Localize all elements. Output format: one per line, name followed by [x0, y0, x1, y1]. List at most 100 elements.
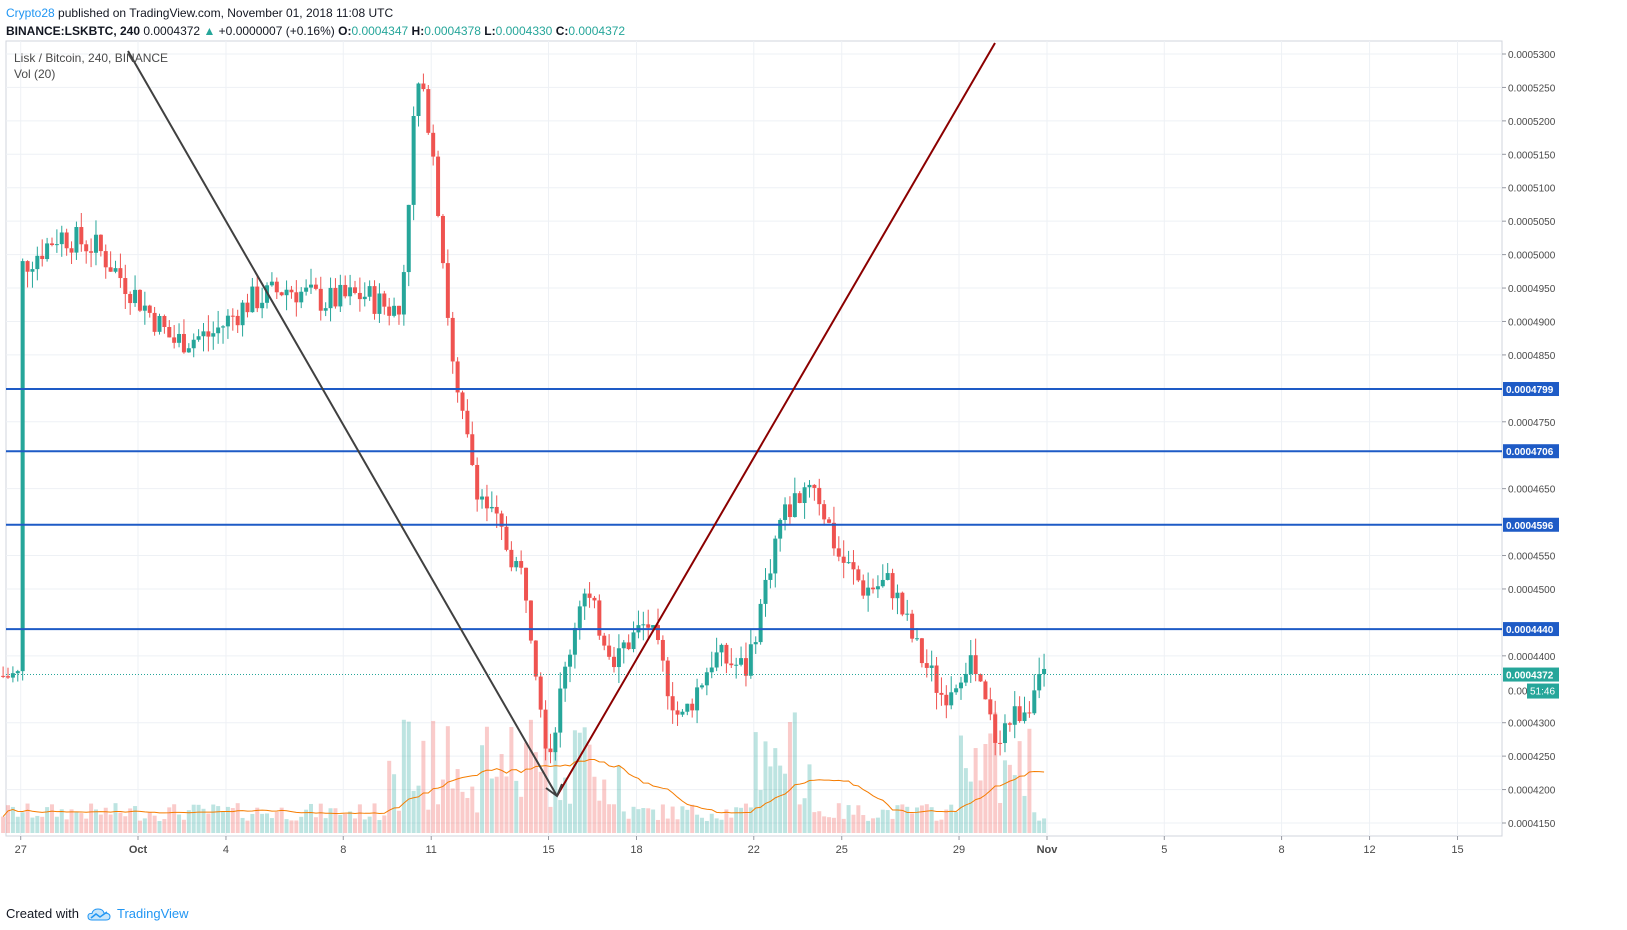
- candle: [401, 264, 406, 326]
- candle: [797, 491, 802, 504]
- candle: [939, 677, 944, 706]
- candle-body: [328, 287, 333, 309]
- volume-bar: [133, 806, 138, 833]
- price-tick-label: 0.0005200: [1508, 117, 1556, 128]
- price-tick-label: 0.0004750: [1508, 418, 1556, 429]
- volume-bar: [739, 807, 744, 833]
- candle: [431, 124, 436, 166]
- candle: [89, 238, 94, 268]
- candle: [528, 600, 533, 644]
- candle-body: [1012, 706, 1017, 725]
- candle-body: [455, 361, 460, 393]
- candle-body: [807, 484, 812, 488]
- candle-body: [582, 593, 587, 607]
- candle-body: [460, 392, 465, 411]
- author-link[interactable]: Crypto28: [6, 6, 55, 20]
- candle-body: [851, 562, 856, 570]
- candle-body: [20, 261, 25, 672]
- candle-body: [1, 675, 6, 677]
- candle-body: [871, 587, 876, 590]
- volume-bar: [230, 808, 235, 833]
- volume-bar: [269, 818, 274, 833]
- volume-bar: [274, 811, 279, 833]
- candle-body: [919, 638, 924, 664]
- uptrend-line[interactable]: [556, 42, 996, 797]
- volume-bar: [885, 810, 890, 833]
- close-label: C:: [555, 24, 569, 38]
- candle-body: [1022, 712, 1027, 722]
- candle: [284, 280, 289, 311]
- candle: [191, 333, 196, 358]
- candle-body: [113, 268, 118, 272]
- volume-bar: [89, 803, 94, 833]
- volume-bar: [499, 754, 504, 833]
- candle-body: [299, 291, 304, 303]
- candle: [743, 642, 748, 687]
- volume-bar: [822, 816, 827, 833]
- candle-body: [152, 312, 157, 332]
- candle-body: [313, 284, 318, 289]
- candle: [333, 278, 338, 309]
- candle-body: [660, 639, 665, 661]
- candle: [768, 559, 773, 589]
- candle: [739, 646, 744, 667]
- volume-bar: [861, 815, 866, 833]
- horizontal-levels[interactable]: 0.0004799 0.0004706 0.0004596 0.0004440: [6, 382, 1559, 637]
- volume-bar: [181, 819, 186, 833]
- candle: [162, 314, 167, 334]
- volume-bar: [563, 777, 568, 833]
- candle: [196, 329, 201, 342]
- volume-bar: [313, 817, 318, 833]
- chart-legend: Lisk / Bitcoin, 240, BINANCE Vol (20): [14, 50, 168, 82]
- downtrend-line[interactable]: [127, 50, 558, 797]
- footer: Created with TradingView: [6, 906, 189, 921]
- volume-bar: [426, 809, 431, 833]
- volume-bar: [846, 805, 851, 833]
- volume-bar: [1042, 818, 1047, 833]
- volume-bar: [172, 804, 177, 833]
- time-tick-label: 25: [836, 844, 848, 856]
- candle: [753, 636, 758, 654]
- candle: [15, 669, 20, 682]
- volume-bar: [616, 765, 621, 833]
- volume-bar: [15, 816, 20, 833]
- candle: [724, 642, 729, 674]
- candle: [910, 609, 915, 643]
- candle-body: [450, 317, 455, 362]
- tradingview-logo[interactable]: TradingView: [87, 906, 189, 921]
- volume-bar: [778, 765, 783, 833]
- candle: [524, 567, 529, 614]
- volume-bar: [6, 805, 11, 833]
- volume-bar: [890, 818, 895, 833]
- volume-bar: [631, 806, 636, 833]
- candle-body: [69, 248, 74, 253]
- candle-body: [162, 315, 167, 328]
- volume-bar: [572, 730, 577, 833]
- candle-body: [651, 625, 656, 628]
- candle: [875, 575, 880, 598]
- candle: [69, 241, 74, 265]
- volume-bar: [279, 807, 284, 833]
- volume-bar: [289, 820, 294, 833]
- volume-bar: [489, 778, 494, 833]
- volume-bar: [655, 819, 660, 833]
- candle: [699, 683, 704, 690]
- candle: [465, 399, 470, 438]
- candle-body: [998, 742, 1003, 744]
- time-tick-label: Oct: [129, 844, 148, 856]
- candle: [846, 550, 851, 564]
- candle-body: [690, 703, 695, 711]
- volume-bar: [714, 818, 719, 833]
- candle: [890, 568, 895, 610]
- candle-body: [323, 308, 328, 311]
- volume-bar: [196, 804, 201, 833]
- price-tick-label: 0.0005000: [1508, 251, 1556, 262]
- candle: [450, 311, 455, 374]
- volume-bar: [690, 804, 695, 833]
- volume-bar: [758, 789, 763, 833]
- volume-bar: [1017, 741, 1022, 833]
- candle-body: [484, 496, 489, 509]
- candle-body: [685, 703, 690, 712]
- volume-bar: [621, 811, 626, 833]
